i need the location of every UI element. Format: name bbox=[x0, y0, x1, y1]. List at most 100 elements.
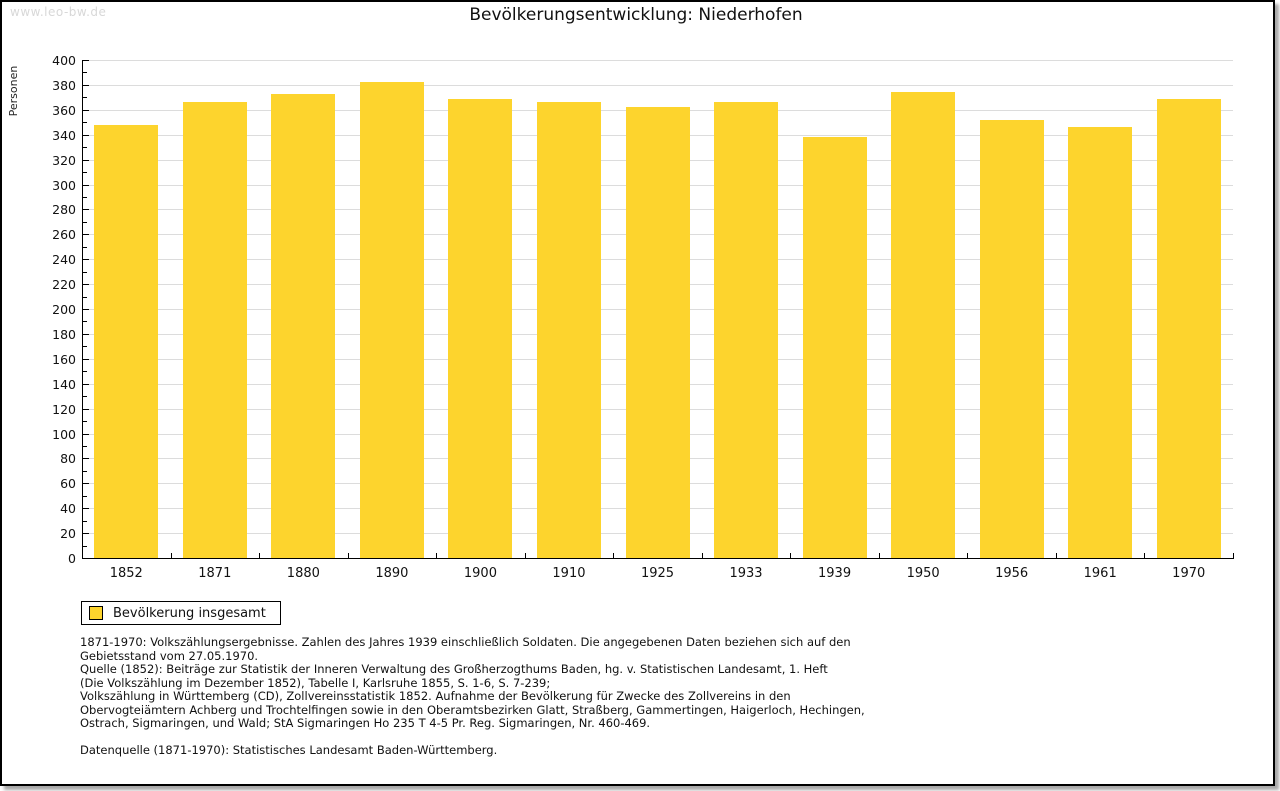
y-axis-minor-tick bbox=[83, 221, 87, 223]
x-tick-label-1933: 1933 bbox=[729, 566, 763, 581]
y-axis-minor-tick bbox=[83, 396, 87, 398]
y-tick-label: 0 bbox=[68, 551, 76, 566]
bar-1925 bbox=[625, 107, 690, 558]
y-tick-label: 40 bbox=[60, 501, 76, 517]
y-tick-label: 260 bbox=[52, 227, 76, 243]
y-tick-label: 60 bbox=[60, 476, 76, 492]
bar-1933 bbox=[714, 102, 779, 558]
x-axis-tick bbox=[878, 553, 880, 558]
y-axis-major-tick bbox=[83, 109, 89, 111]
bar-1910 bbox=[536, 102, 601, 558]
y-axis-major-tick bbox=[83, 184, 89, 186]
y-axis-minor-tick bbox=[83, 271, 87, 273]
bar-1970 bbox=[1156, 98, 1221, 558]
x-tick-label-1956: 1956 bbox=[995, 566, 1029, 581]
y-axis-major-tick bbox=[83, 383, 89, 385]
x-tick-label-1925: 1925 bbox=[640, 566, 675, 581]
x-axis-tick bbox=[347, 553, 349, 558]
y-tick-label: 320 bbox=[52, 152, 76, 168]
y-axis-minor-tick bbox=[83, 421, 87, 423]
y-axis-major-tick bbox=[83, 333, 89, 335]
source-note-line: 1871-1970: Volkszählungsergebnisse. Zahl… bbox=[80, 635, 851, 649]
y-tick-label: 360 bbox=[52, 102, 76, 118]
y-axis-minor-tick bbox=[83, 371, 87, 373]
y-axis-major-tick bbox=[83, 159, 89, 161]
bar-1956 bbox=[979, 119, 1044, 558]
bar-1939 bbox=[802, 137, 867, 558]
y-axis-major-tick bbox=[83, 234, 89, 236]
y-tick-label: 120 bbox=[52, 401, 76, 417]
y-tick-label: 180 bbox=[52, 326, 76, 342]
y-axis-minor-tick bbox=[83, 346, 87, 348]
bar-1871 bbox=[182, 102, 247, 558]
x-tick-label-1950: 1950 bbox=[906, 566, 940, 581]
y-tick-label: 400 bbox=[52, 53, 76, 68]
bar-1890 bbox=[359, 82, 424, 558]
x-axis-tick bbox=[524, 553, 526, 558]
y-axis-major-tick bbox=[83, 508, 89, 510]
chart-title: Bevölkerungsentwicklung: Niederhofen bbox=[469, 5, 803, 25]
y-tick-label: 280 bbox=[52, 202, 76, 218]
x-tick-label-1939: 1939 bbox=[818, 566, 852, 581]
y-axis-minor-tick bbox=[83, 196, 87, 198]
source-note-line: Volkszählung in Württemberg (CD), Zollve… bbox=[80, 689, 791, 703]
x-tick-label-1961: 1961 bbox=[1083, 566, 1117, 581]
y-axis-minor-tick bbox=[83, 495, 87, 497]
y-axis-minor-tick bbox=[83, 122, 87, 124]
y-axis-major-tick bbox=[83, 483, 89, 485]
y-axis-minor-tick bbox=[83, 470, 87, 472]
source-notes: 1871-1970: Volkszählungsergebnisse. Zahl… bbox=[80, 635, 865, 758]
x-axis-tick bbox=[1233, 553, 1234, 558]
y-axis-title: Personen bbox=[7, 65, 20, 117]
watermark: www.leo-bw.de bbox=[10, 5, 107, 19]
x-tick-label-1910: 1910 bbox=[552, 566, 586, 581]
source-note-line: (Die Volkszählung im Dezember 1852), Tab… bbox=[80, 675, 551, 690]
source-note-line: Gebietsstand vom 27.05.1970. bbox=[80, 648, 259, 663]
x-axis-tick bbox=[1055, 553, 1057, 558]
y-axis-major-tick bbox=[83, 84, 89, 86]
y-tick-label: 80 bbox=[60, 451, 76, 467]
y-tick-label: 100 bbox=[52, 426, 76, 442]
legend-swatch-icon bbox=[89, 606, 103, 620]
source-note-line: Datenquelle (1871-1970): Statistisches L… bbox=[80, 743, 498, 757]
y-axis-minor-tick bbox=[83, 545, 87, 547]
x-axis-tick bbox=[967, 553, 969, 558]
x-tick-label-1970: 1970 bbox=[1172, 566, 1206, 581]
bar-1852 bbox=[94, 124, 159, 558]
bar-1950 bbox=[891, 92, 956, 558]
source-note-line: Ostrach, Sigmaringen, und Wald; StA Sigm… bbox=[80, 716, 651, 730]
y-axis-minor-tick bbox=[83, 97, 87, 99]
y-tick-label: 140 bbox=[52, 376, 76, 392]
y-axis-major-tick bbox=[83, 533, 89, 535]
x-axis-tick bbox=[1144, 553, 1146, 558]
y-axis-major-tick bbox=[83, 284, 89, 286]
x-axis-tick bbox=[436, 553, 438, 558]
y-grid-line bbox=[83, 84, 1233, 86]
bar-1961 bbox=[1068, 127, 1133, 558]
y-axis-line bbox=[82, 60, 83, 559]
source-note-line: Quelle (1852): Beiträge zur Statistik de… bbox=[80, 662, 828, 676]
x-axis-tick bbox=[259, 553, 261, 558]
y-axis-major-tick bbox=[83, 259, 89, 261]
y-tick-label: 240 bbox=[52, 252, 76, 268]
y-axis-minor-tick bbox=[83, 172, 87, 174]
y-tick-label: 20 bbox=[60, 526, 76, 542]
x-tick-label-1871: 1871 bbox=[198, 566, 232, 581]
y-axis-minor-tick bbox=[83, 72, 87, 74]
x-axis-tick bbox=[613, 553, 615, 558]
y-axis-major-tick bbox=[83, 433, 89, 435]
y-axis-minor-tick bbox=[83, 445, 87, 447]
y-axis-minor-tick bbox=[83, 520, 87, 522]
y-axis-major-tick bbox=[83, 134, 89, 136]
y-tick-label: 160 bbox=[52, 351, 76, 367]
y-tick-label: 300 bbox=[52, 177, 76, 193]
y-axis-major-tick bbox=[83, 60, 89, 61]
bar-1880 bbox=[271, 93, 336, 558]
y-axis-major-tick bbox=[83, 458, 89, 460]
y-axis-minor-tick bbox=[83, 246, 87, 248]
y-axis-minor-tick bbox=[83, 296, 87, 298]
x-axis-tick bbox=[170, 553, 172, 558]
y-axis-major-tick bbox=[83, 358, 89, 360]
y-tick-label: 380 bbox=[52, 77, 76, 93]
x-tick-label-1852: 1852 bbox=[109, 566, 143, 581]
